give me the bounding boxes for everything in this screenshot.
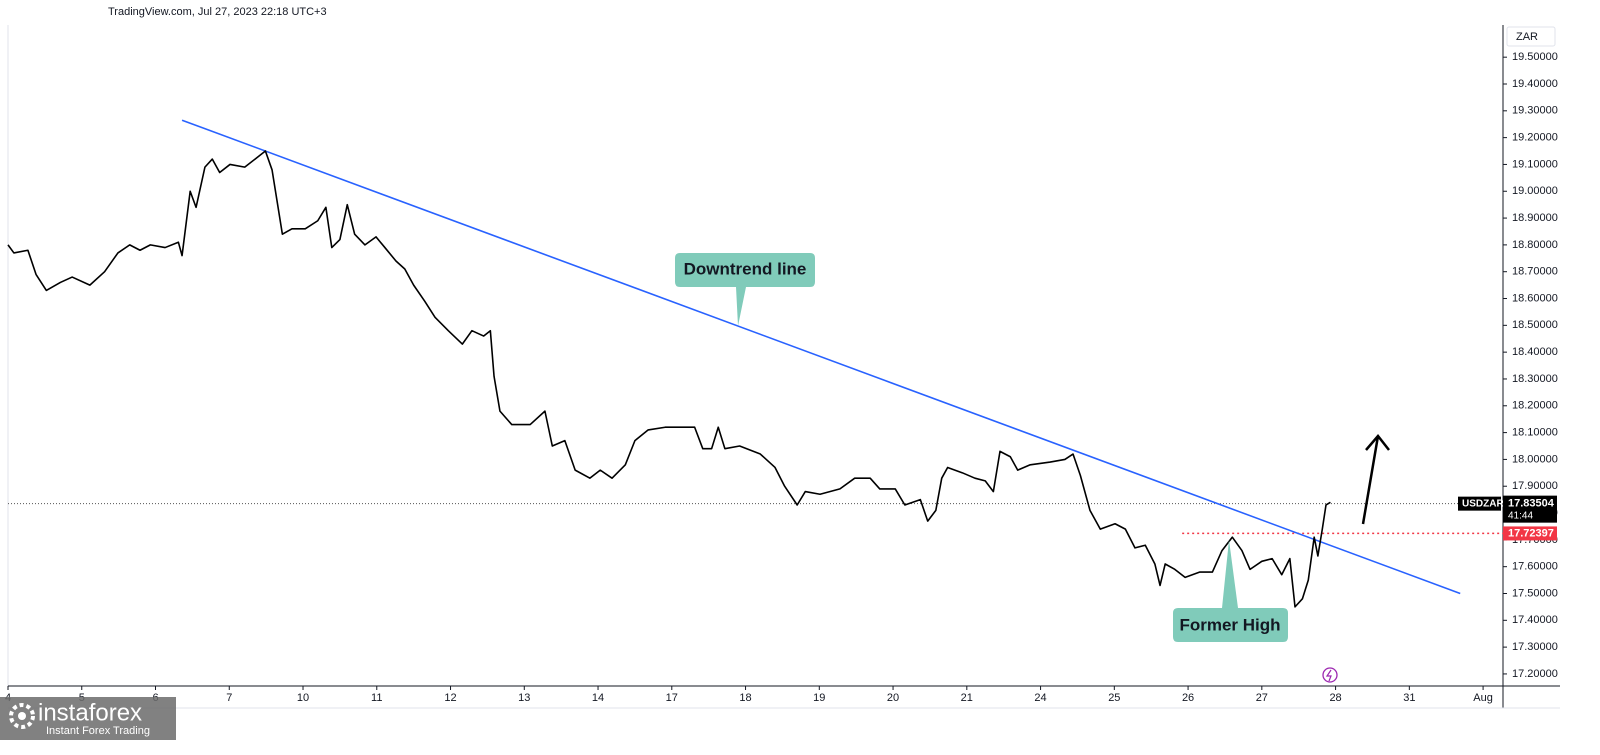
- y-tick-label: 18.90000: [1512, 212, 1558, 224]
- x-tick-label: 18: [739, 692, 751, 704]
- x-tick-label: 12: [444, 692, 456, 704]
- x-tick-label: 11: [371, 692, 382, 704]
- price-line-series: [7, 150, 1331, 608]
- price-tag: [1503, 495, 1557, 523]
- annotation: Former High: [1179, 615, 1280, 634]
- y-tick-label: 18.30000: [1512, 373, 1558, 385]
- y-tick-label: 18.20000: [1512, 400, 1558, 412]
- y-tick-label: 19.00000: [1512, 185, 1558, 197]
- annotation: Downtrend line: [684, 259, 807, 278]
- callout-box: [675, 253, 815, 326]
- x-tick-label: 27: [1256, 692, 1268, 704]
- y-tick-label: 18.00000: [1512, 453, 1558, 465]
- x-tick-label: 21: [961, 692, 973, 704]
- y-tick-label: 19.30000: [1512, 105, 1558, 117]
- x-tick-label: 25: [1108, 692, 1120, 704]
- callout-box: [1173, 540, 1288, 642]
- y-unit: ZAR: [1516, 31, 1538, 43]
- y-tick-label: 19.40000: [1512, 78, 1558, 90]
- y-tick-label: 18.10000: [1512, 427, 1558, 439]
- symbol-label: USDZAR: [1462, 498, 1504, 509]
- arrow: [1361, 434, 1390, 525]
- y-tick-label: 19.10000: [1512, 158, 1558, 170]
- y-tick-label: 19.50000: [1512, 51, 1558, 63]
- y-tick-label: 18.70000: [1512, 266, 1558, 278]
- event-icon: [1322, 667, 1338, 683]
- x-tick-label: 10: [297, 692, 309, 704]
- unit-box: [1506, 26, 1556, 47]
- level-tag: [1503, 526, 1557, 541]
- x-tick-label: 28: [1329, 692, 1341, 704]
- watermark-brand: instaforex: [38, 699, 142, 726]
- y-tick-label: 18.80000: [1512, 239, 1558, 251]
- y-tick-label: 18.40000: [1512, 346, 1558, 358]
- countdown-label: 41:44: [1508, 510, 1533, 521]
- watermark-box: [0, 697, 176, 740]
- event-icon-bolt: [1325, 669, 1332, 682]
- level-label: 17.72397: [1508, 527, 1554, 539]
- x-tick-label: 20: [887, 692, 899, 704]
- x-tick-label: 13: [518, 692, 530, 704]
- y-tick-label: 17.50000: [1512, 587, 1558, 599]
- x-tick-label: 24: [1034, 692, 1046, 704]
- x-tick-label: 26: [1182, 692, 1194, 704]
- x-tick-label: 14: [592, 692, 604, 704]
- y-tick-label: 17.90000: [1512, 480, 1558, 492]
- plot-layer: 17.20000 17.30000 17.40000 17.50000 17.60000…: [5, 51, 1558, 704]
- y-tick-label: 17.40000: [1512, 614, 1558, 626]
- y-tick-label: 18.50000: [1512, 319, 1558, 331]
- y-tick-label: 17.30000: [1512, 641, 1558, 653]
- chart-title: TradingView.com, Jul 27, 2023 22:18 UTC+…: [108, 6, 327, 18]
- price-label: 17.83504: [1508, 498, 1555, 510]
- watermark-tagline: Instant Forex Trading: [46, 725, 150, 737]
- y-tick-label: 19.20000: [1512, 132, 1558, 144]
- y-tick-label: 17.20000: [1512, 668, 1558, 680]
- x-tick-label: Aug: [1473, 692, 1493, 704]
- x-tick-label: 31: [1403, 692, 1415, 704]
- watermark-logo: [9, 703, 35, 729]
- symbol-tag: [1458, 496, 1501, 511]
- y-tick-label: 17.60000: [1512, 561, 1558, 573]
- x-tick-label: 7: [226, 692, 232, 704]
- watermark-logo-center: [18, 712, 26, 720]
- x-tick-label: 19: [813, 692, 825, 704]
- x-tick-label: 17: [666, 692, 678, 704]
- y-tick-label: 18.60000: [1512, 292, 1558, 304]
- trendline: [181, 119, 1461, 595]
